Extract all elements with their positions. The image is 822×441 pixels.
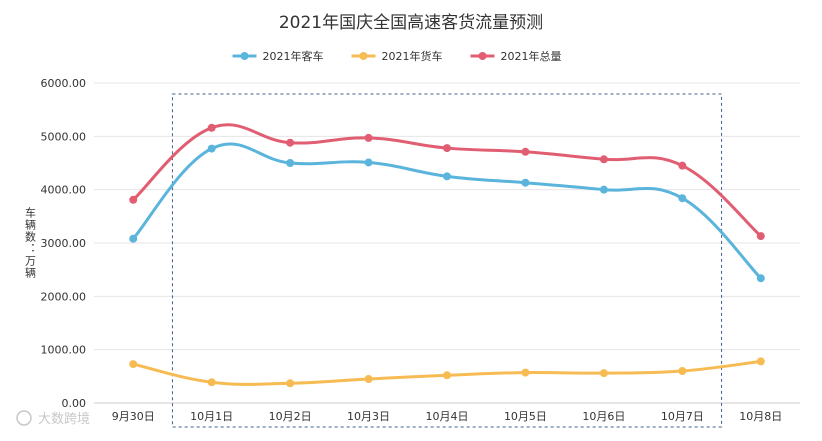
data-point (443, 172, 451, 181)
data-point (756, 357, 765, 366)
data-point (207, 378, 216, 387)
y-tick-label: 0.00 (62, 397, 87, 410)
y-axis-ticks: 0.00 1000.00 2000.00 3000.00 4000.00 5000.00 6… (41, 77, 87, 410)
data-point (207, 144, 216, 153)
data-point (207, 123, 216, 132)
legend-label: 2021年客车 (263, 49, 324, 63)
data-point (678, 194, 687, 203)
x-tick-label: 10月6日 (582, 410, 625, 423)
x-tick-label: 10月4日 (426, 410, 469, 423)
data-point (286, 138, 295, 147)
y-tick-label: 3000.00 (41, 237, 87, 250)
data-point (364, 158, 373, 167)
watermark-logo-icon (16, 410, 32, 426)
x-tick-label: 10月2日 (269, 410, 312, 423)
data-point (678, 367, 687, 375)
data-point (521, 178, 530, 187)
y-tick-label: 1000.00 (41, 344, 87, 357)
legend-marker-icon (240, 52, 249, 60)
data-point (599, 155, 608, 164)
data-point (129, 360, 138, 369)
data-point (521, 147, 530, 156)
data-point (756, 274, 765, 283)
data-point (599, 369, 608, 378)
data-point (756, 232, 765, 241)
legend-marker-icon (359, 52, 368, 60)
x-tick-label: 10月7日 (661, 410, 704, 423)
data-point (678, 161, 687, 170)
data-point (521, 368, 530, 377)
series-3 (129, 123, 765, 241)
series-2 (129, 357, 765, 388)
series-group (129, 123, 765, 388)
data-point (443, 144, 451, 153)
x-tick-label: 10月1日 (190, 410, 233, 423)
legend-label: 2021年总量 (501, 49, 562, 63)
x-tick-label: 10月3日 (347, 410, 390, 423)
series-line (132, 142, 762, 280)
data-point (286, 379, 295, 388)
data-point (443, 371, 451, 380)
series-1 (129, 142, 765, 283)
y-tick-label: 4000.00 (41, 184, 87, 197)
data-point (129, 195, 138, 204)
data-point (364, 133, 373, 142)
legend-item[interactable]: 2021年客车 (232, 49, 324, 63)
x-tick-label: 10月8日 (739, 410, 782, 423)
legend-item[interactable]: 2021年总量 (470, 49, 562, 63)
x-tick-label: 9月30日 (112, 410, 155, 423)
x-axis-ticks: 9月30日 10月1日 10月2日 10月3日 10月4日 10月5日 10月6日 10月7日… (112, 410, 783, 423)
data-point (599, 185, 608, 194)
watermark-text: 大数跨境 (38, 412, 90, 427)
watermark: 大数跨境 (16, 410, 90, 427)
chart-title: 2021年国庆全国高速客货流量预测 (279, 13, 543, 33)
series-line (132, 123, 762, 238)
y-tick-label: 6000.00 (41, 77, 87, 90)
data-point (129, 234, 138, 243)
grid-lines (94, 82, 800, 404)
y-tick-label: 2000.00 (41, 290, 87, 303)
data-point (286, 159, 295, 167)
y-tick-label: 5000.00 (41, 130, 87, 143)
legend: 2021年客车 2021年货车 2021年总量 (232, 49, 562, 63)
legend-label: 2021年货车 (382, 49, 443, 63)
x-tick-label: 10月5日 (504, 410, 547, 423)
legend-marker-icon (478, 52, 487, 60)
data-point (364, 375, 373, 383)
y-axis-label: 车辆数：万辆 (24, 206, 37, 279)
legend-item[interactable]: 2021年货车 (351, 49, 443, 63)
highlight-box (171, 93, 723, 428)
